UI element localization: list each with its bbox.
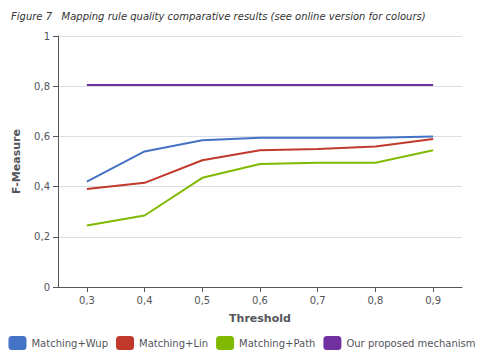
svg-text:0: 0: [44, 282, 50, 293]
svg-text:Our proposed mechanism: Our proposed mechanism: [346, 338, 475, 349]
svg-text:Matching+Path: Matching+Path: [239, 338, 315, 349]
svg-text:0,6: 0,6: [252, 295, 268, 306]
svg-text:0,3: 0,3: [79, 295, 95, 306]
svg-text:Figure 7 Mapping rule qualit: Figure 7 Mapping rule quality comparativ…: [11, 11, 426, 22]
svg-text:0,8: 0,8: [367, 295, 383, 306]
svg-text:Threshold: Threshold: [229, 312, 291, 325]
svg-text:0,7: 0,7: [310, 295, 326, 306]
svg-text:Matching+Lin: Matching+Lin: [139, 338, 208, 349]
svg-text:0,8: 0,8: [34, 81, 50, 92]
svg-text:0,5: 0,5: [194, 295, 210, 306]
svg-text:F-Measure: F-Measure: [10, 129, 23, 194]
svg-text:0,4: 0,4: [34, 181, 50, 192]
svg-text:0,9: 0,9: [425, 295, 441, 306]
svg-text:0,4: 0,4: [137, 295, 153, 306]
svg-text:1: 1: [44, 31, 50, 42]
svg-text:Matching+Wup: Matching+Wup: [31, 338, 108, 349]
svg-text:0,2: 0,2: [34, 231, 50, 242]
svg-text:0,6: 0,6: [34, 131, 50, 142]
